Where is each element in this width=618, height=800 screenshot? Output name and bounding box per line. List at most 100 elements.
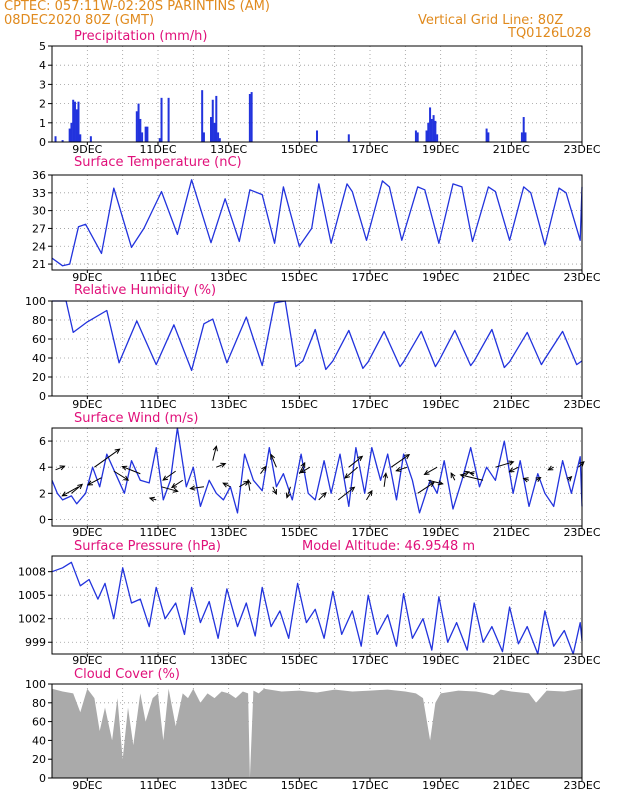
header-date: 08DEC2020 80Z (GMT): [4, 13, 155, 28]
y-tick-label: 60: [32, 716, 46, 729]
precip-bar: [72, 99, 75, 142]
precip-bar: [522, 117, 525, 142]
precip-bar: [213, 122, 216, 142]
wind-arrow-head: [321, 491, 327, 498]
wind-arrow: [318, 492, 327, 501]
panel-frame: [51, 174, 583, 271]
precip-bar: [139, 118, 142, 142]
y-tick-label: 80: [32, 314, 46, 327]
y-tick-label: 30: [32, 205, 46, 218]
wind-arrow: [87, 477, 102, 486]
precip-title: Precipitation (mm/h): [74, 29, 208, 44]
wind-arrow: [247, 479, 251, 491]
panel-1: [48, 174, 583, 273]
y-tick-label: 36: [32, 169, 46, 182]
wind-arrow: [383, 473, 387, 487]
y-tick-label: 33: [32, 187, 46, 200]
x-tick-label: 15DEC: [281, 398, 318, 411]
temp-title: Surface Temperature (nC): [74, 155, 242, 170]
wind-arrow: [212, 446, 217, 461]
precip-bar: [160, 97, 163, 142]
rh-title: Relative Humidity (%): [74, 283, 217, 298]
wind-arrow: [417, 482, 435, 494]
x-tick-label: 17DEC: [351, 143, 388, 156]
x-tick-label: 19DEC: [422, 779, 459, 792]
wind-arrow-head: [270, 453, 276, 460]
wind-arrow-head: [61, 491, 68, 497]
y-tick-label: 0: [39, 513, 46, 526]
precip-bar: [146, 126, 149, 142]
y-tick-label: 0: [39, 390, 46, 403]
panel-frame: [51, 427, 583, 527]
wind-arrow: [71, 483, 83, 494]
x-tick-label: 9DEC: [72, 143, 102, 156]
wind-arrow-head: [522, 477, 529, 483]
wind-arrow-head: [508, 460, 515, 466]
wind-arrow-head: [423, 470, 430, 475]
x-tick-label: 15DEC: [281, 271, 318, 284]
precip-bar: [436, 134, 439, 142]
x-tick-label: 23DEC: [563, 654, 600, 667]
panel-0: [48, 45, 583, 145]
y-tick-label: 4: [39, 59, 46, 72]
wind-arrow-head: [459, 473, 466, 479]
wind-arrow: [260, 466, 267, 475]
series-line: [51, 179, 583, 267]
y-tick-label: 40: [32, 734, 46, 747]
y-tick-label: 2: [39, 487, 46, 500]
wind-arrow-head: [428, 481, 435, 488]
wind-arrow-head: [261, 465, 267, 472]
precip-bar: [73, 101, 76, 142]
x-tick-label: 19DEC: [422, 526, 459, 539]
precip-bar: [250, 92, 253, 142]
x-tick-label: 19DEC: [422, 654, 459, 667]
precip-bar: [316, 130, 318, 142]
y-tick-label: 5: [39, 40, 46, 53]
wind-arrow-head: [437, 480, 444, 486]
y-tick-label: 20: [32, 371, 46, 384]
wind-arrow: [216, 463, 226, 468]
wind-arrow-head: [246, 478, 252, 485]
y-tick-label: 21: [32, 258, 46, 271]
wind-arrow-head: [349, 486, 356, 492]
precip-bar: [167, 97, 170, 142]
x-tick-label: 15DEC: [281, 143, 318, 156]
precip-bar: [524, 132, 527, 142]
wind-arrow-head: [404, 453, 411, 460]
precip-bar: [54, 136, 57, 142]
wind-arrow-head: [535, 477, 542, 482]
cloud-cover-area: [52, 688, 582, 778]
wind-arrow: [94, 448, 120, 468]
x-tick-label: 13DEC: [210, 779, 247, 792]
wind-arrow: [578, 461, 585, 468]
y-tick-label: 100: [25, 295, 46, 308]
x-tick-label: 19DEC: [422, 143, 459, 156]
precip-bar: [201, 90, 204, 142]
x-tick-label: 17DEC: [351, 398, 388, 411]
y-tick-label: 40: [32, 352, 46, 365]
precip-bar: [215, 95, 218, 142]
wind-arrow: [55, 465, 65, 471]
precip-bar: [429, 107, 432, 142]
precip-bar: [68, 128, 71, 142]
wind-arrow: [428, 479, 443, 485]
header-station: CPTEC: 057:11W-02:20S PARINTINS (AM): [4, 0, 270, 14]
wind-arrow-head: [382, 472, 388, 479]
pressure-title: Surface Pressure (hPa): [74, 539, 221, 554]
wind-arrow-head: [162, 475, 169, 481]
wind-arrow-head: [121, 465, 128, 471]
precip-bar: [487, 132, 490, 142]
header-grid-note: Vertical Grid Line: 80Z: [418, 13, 564, 28]
panel-frame: [51, 555, 583, 655]
precip-bar: [414, 130, 417, 142]
wind-arrow-head: [547, 465, 554, 471]
wind-arrow: [62, 486, 79, 497]
wind-arrow-head: [222, 482, 229, 488]
precip-bar: [218, 138, 221, 142]
precip-bar: [137, 103, 140, 142]
wind-arrow-head: [468, 471, 475, 477]
precip-bar: [77, 101, 80, 142]
x-tick-label: 23DEC: [563, 526, 600, 539]
x-tick-label: 13DEC: [210, 143, 247, 156]
y-tick-label: 24: [32, 240, 46, 253]
